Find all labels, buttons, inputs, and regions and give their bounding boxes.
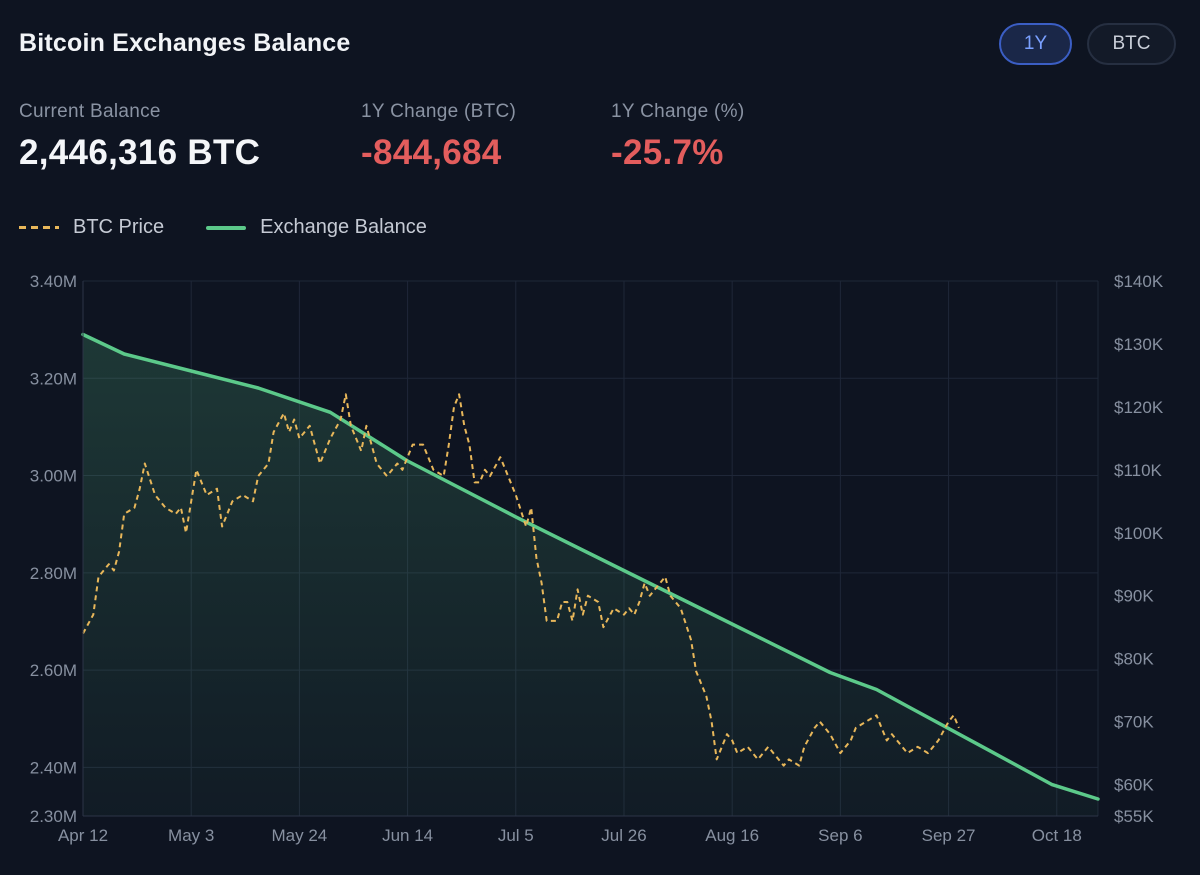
current-balance-value: 2,446,316 BTC — [19, 133, 261, 172]
y-right-tick-label: $90K — [1114, 587, 1154, 606]
y-right-tick-label: $130K — [1114, 335, 1164, 354]
btc-price-line — [82, 393, 960, 767]
chart-legend: BTC Price Exchange Balance — [19, 216, 469, 239]
legend-balance-label: Exchange Balance — [260, 216, 427, 238]
y-left-tick-label: 2.80M — [30, 564, 77, 583]
change-percent-value: -25.7% — [611, 133, 724, 172]
y-left-tick-label: 2.30M — [30, 807, 77, 826]
x-tick-label: Jul 26 — [601, 826, 646, 845]
exchange-balance-line — [81, 332, 1100, 801]
chart-title: Bitcoin Exchanges Balance — [19, 29, 351, 57]
exchange-balance-area — [83, 334, 1098, 816]
range-1y-button[interactable]: 1Y — [999, 23, 1072, 65]
current-balance-stat: Current Balance 2,446,316 BTC — [19, 101, 260, 173]
y-left-tick-label: 3.00M — [30, 467, 77, 486]
x-tick-label: May 24 — [272, 826, 328, 845]
y-left-tick-label: 2.60M — [30, 661, 77, 680]
y-right-tick-label: $80K — [1114, 650, 1154, 669]
y-right-tick-label: $60K — [1114, 776, 1154, 795]
change-percent-label: 1Y Change (%) — [611, 101, 745, 122]
y-left-tick-label: 3.40M — [30, 272, 77, 291]
y-right-tick-label: $100K — [1114, 524, 1164, 543]
x-tick-label: Jun 14 — [382, 826, 433, 845]
unit-btc-button[interactable]: BTC — [1087, 23, 1176, 65]
y-right-tick-label: $120K — [1114, 398, 1164, 417]
change-btc-stat: 1Y Change (BTC) -844,684 — [361, 101, 516, 173]
price-line-swatch — [19, 226, 59, 229]
x-tick-label: Jul 5 — [498, 826, 534, 845]
x-tick-label: Aug 16 — [705, 826, 759, 845]
x-tick-label: Sep 6 — [818, 826, 862, 845]
axes: Apr 12 May 3 May 24 Jun 14 Jul 5 Jul 26 Aug 16… — [30, 272, 1164, 845]
balance-line-swatch — [206, 225, 247, 230]
y-left-tick-label: 3.20M — [30, 369, 77, 388]
y-right-tick-label: $110K — [1114, 461, 1163, 480]
change-btc-value: -844,684 — [361, 133, 502, 172]
y-right-tick-label: $55K — [1114, 807, 1154, 826]
change-btc-label: 1Y Change (BTC) — [361, 101, 517, 122]
y-right-tick-label: $70K — [1114, 713, 1154, 732]
x-tick-label: Sep 27 — [922, 826, 976, 845]
y-left-tick-label: 2.40M — [30, 758, 77, 777]
x-tick-label: Oct 18 — [1032, 826, 1082, 845]
change-percent-stat: 1Y Change (%) -25.7% — [611, 101, 744, 173]
x-tick-label: May 3 — [168, 826, 214, 845]
balance-area — [83, 334, 1098, 816]
y-right-tick-label: $140K — [1114, 272, 1164, 291]
legend-price-label: BTC Price — [73, 216, 165, 238]
legend-item-price[interactable]: BTC Price — [19, 216, 164, 239]
series-lines — [81, 332, 1100, 801]
legend-item-balance[interactable]: Exchange Balance — [206, 216, 427, 239]
x-tick-label: Apr 12 — [58, 826, 108, 845]
current-balance-label: Current Balance — [19, 101, 161, 122]
